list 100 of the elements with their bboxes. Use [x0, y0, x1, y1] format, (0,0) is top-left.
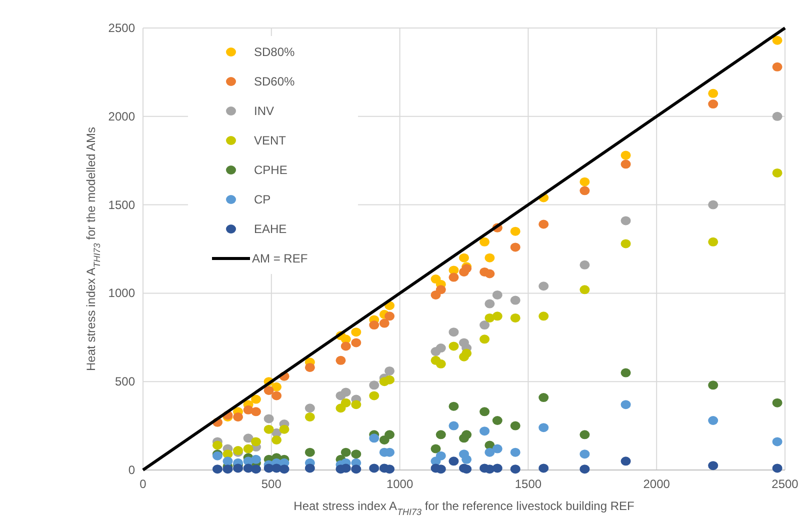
point [384, 464, 395, 474]
point [480, 237, 490, 246]
point [250, 454, 261, 464]
point [304, 464, 315, 473]
legend-label: VENT [254, 134, 287, 148]
point [384, 312, 395, 321]
point [340, 398, 351, 408]
point [250, 437, 261, 446]
point [243, 434, 254, 443]
x-tick-label: 1500 [514, 477, 542, 491]
point [480, 320, 490, 330]
x-tick-label: 2000 [643, 477, 670, 491]
point [351, 400, 362, 410]
point [340, 342, 351, 351]
point [580, 285, 590, 294]
point [580, 177, 590, 186]
point [459, 253, 469, 262]
point [708, 200, 718, 210]
point [492, 312, 502, 321]
y-tick-label: 2000 [108, 109, 136, 124]
point [538, 423, 549, 432]
point [708, 237, 718, 246]
point [510, 421, 520, 430]
x-tick-label: 0 [140, 477, 147, 491]
point [369, 320, 380, 330]
point [304, 412, 315, 422]
point [279, 464, 290, 474]
y-tick-label: 1000 [108, 286, 136, 300]
point [510, 448, 520, 457]
point [233, 464, 244, 473]
point [250, 407, 261, 416]
point [448, 328, 459, 337]
point [538, 220, 549, 229]
point [264, 414, 274, 424]
point [510, 226, 520, 236]
point [351, 450, 362, 459]
y-tick-label: 2500 [108, 21, 136, 35]
point [448, 342, 459, 351]
point [772, 36, 782, 45]
point [351, 328, 362, 337]
point [484, 253, 495, 262]
point [272, 382, 282, 392]
point [772, 437, 782, 446]
point [436, 464, 446, 474]
point [369, 434, 380, 443]
point [480, 334, 490, 344]
point [708, 461, 718, 470]
point [538, 393, 549, 402]
x-axis-title: Heat stress index A$_{THI73}$ for the reference livestock building REF [294, 499, 634, 517]
point [492, 290, 502, 300]
point [772, 112, 782, 121]
point [384, 366, 395, 376]
point [336, 356, 346, 365]
y-tick-label: 0 [128, 463, 136, 477]
point [772, 464, 782, 473]
point [492, 444, 502, 454]
point [620, 150, 631, 160]
point [222, 456, 233, 466]
point [510, 296, 520, 305]
point [620, 456, 631, 466]
point [430, 444, 441, 454]
legend-label: EAHE [254, 222, 287, 236]
point [484, 448, 495, 457]
point [772, 62, 782, 72]
y-tick-label: 1500 [108, 198, 136, 212]
point [436, 430, 446, 440]
point [351, 338, 362, 348]
point [222, 464, 233, 474]
point [448, 421, 459, 430]
legend-label: CPHE [254, 163, 288, 177]
point [243, 444, 254, 454]
point [492, 416, 502, 425]
point [448, 456, 459, 466]
point [369, 464, 380, 473]
point [510, 242, 520, 252]
point [492, 464, 502, 473]
x-tick-label: 1000 [386, 477, 414, 491]
point [708, 416, 718, 425]
point [384, 430, 395, 440]
point [620, 400, 631, 410]
legend-label: INV [254, 104, 274, 118]
point [212, 440, 222, 450]
point [436, 359, 446, 368]
point [510, 313, 520, 322]
point [351, 464, 362, 474]
point [272, 435, 282, 444]
legend-label: SD80% [254, 45, 296, 59]
point [340, 448, 351, 457]
point [448, 272, 459, 282]
point [538, 464, 549, 473]
point [580, 464, 590, 474]
point [384, 375, 395, 384]
point [580, 450, 590, 459]
point [480, 426, 490, 436]
point [620, 216, 631, 226]
point [436, 285, 446, 294]
point [510, 464, 520, 474]
point [580, 260, 590, 270]
point [250, 464, 261, 474]
point [304, 448, 315, 457]
